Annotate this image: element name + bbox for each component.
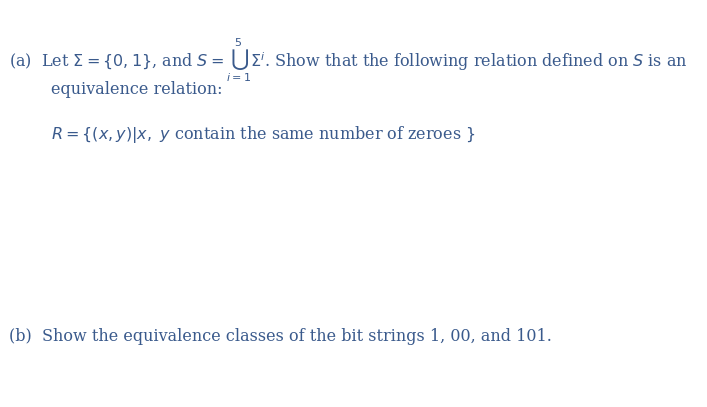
Text: (b)  Show the equivalence classes of the bit strings 1, 00, and 101.: (b) Show the equivalence classes of the … <box>9 328 552 345</box>
Text: (a)  Let $\Sigma = \{0,1\}$, and $S = \bigcup_{i=1}^{5} \Sigma^i$. Show that the: (a) Let $\Sigma = \{0,1\}$, and $S = \bi… <box>9 37 688 84</box>
Text: $R = \{(x, y)|x,\ y$ contain the same number of zeroes $\}$: $R = \{(x, y)|x,\ y$ contain the same nu… <box>51 124 475 145</box>
Text: equivalence relation:: equivalence relation: <box>51 81 223 98</box>
